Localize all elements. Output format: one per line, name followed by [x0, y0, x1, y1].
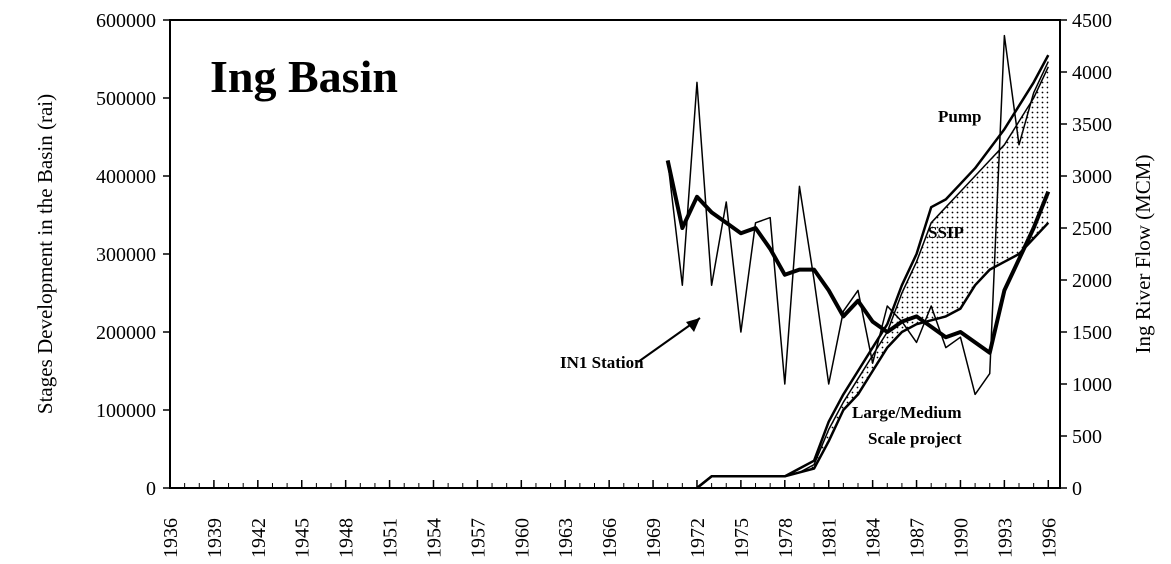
- y2-tick-label: 3000: [1072, 166, 1112, 188]
- x-tick-label: 1951: [380, 518, 402, 558]
- x-tick-label: 1963: [555, 518, 577, 558]
- y2-tick-label: 4000: [1072, 62, 1112, 84]
- x-tick-label: 1978: [775, 518, 797, 558]
- annotation: Scale project: [868, 429, 962, 448]
- y2-tick-label: 1000: [1072, 374, 1112, 396]
- y2-tick-label: 2000: [1072, 270, 1112, 292]
- x-tick-label: 1969: [643, 518, 665, 558]
- y-tick-label: 0: [146, 478, 156, 500]
- x-tick-label: 1936: [160, 518, 182, 558]
- annotation: Large/Medium: [852, 403, 962, 422]
- x-tick-label: 1993: [994, 518, 1016, 558]
- y-tick-label: 500000: [96, 88, 156, 110]
- x-tick-label: 1975: [731, 518, 753, 558]
- arrow-head: [686, 318, 700, 332]
- x-tick-label: 1984: [863, 518, 885, 558]
- x-tick-label: 1954: [423, 518, 445, 558]
- x-tick-label: 1957: [467, 518, 489, 558]
- y2-tick-label: 500: [1072, 426, 1102, 448]
- series-line: [696, 54, 1050, 489]
- series-line: [666, 34, 1049, 396]
- shaded-band: [696, 66, 1049, 489]
- x-tick-label: 1939: [204, 518, 226, 558]
- y-tick-label: 100000: [96, 400, 156, 422]
- x-tick-label: 1987: [907, 518, 929, 558]
- x-tick-label: 1948: [336, 518, 358, 558]
- x-tick-label: 1996: [1038, 518, 1060, 558]
- x-tick-label: 1990: [950, 518, 972, 558]
- series-label: SSIP: [928, 223, 964, 242]
- y-tick-label: 400000: [96, 166, 156, 188]
- y-tick-label: 200000: [96, 322, 156, 344]
- series-line: [665, 159, 1051, 355]
- x-tick-label: 1966: [599, 518, 621, 558]
- y-axis-label: Stages Development in the Basin (rai): [33, 94, 57, 414]
- chart-title: Ing Basin: [210, 51, 398, 102]
- x-tick-label: 1960: [511, 518, 533, 558]
- x-tick-label: 1942: [248, 518, 270, 558]
- y2-tick-label: 0: [1072, 478, 1082, 500]
- x-tick-label: 1945: [292, 518, 314, 558]
- y2-axis-label: Ing River Flow (MCM): [1131, 155, 1155, 354]
- x-tick-label: 1981: [819, 518, 841, 558]
- y2-tick-label: 4500: [1072, 10, 1112, 32]
- y-tick-label: 300000: [96, 244, 156, 266]
- series-label: Pump: [938, 107, 981, 126]
- series-label: IN1 Station: [560, 353, 644, 372]
- y2-tick-label: 1500: [1072, 322, 1112, 344]
- y2-tick-label: 3500: [1072, 114, 1112, 136]
- y2-tick-label: 2500: [1072, 218, 1112, 240]
- x-tick-label: 1972: [687, 518, 709, 558]
- y-tick-label: 600000: [96, 10, 156, 32]
- series-line: [696, 66, 1049, 489]
